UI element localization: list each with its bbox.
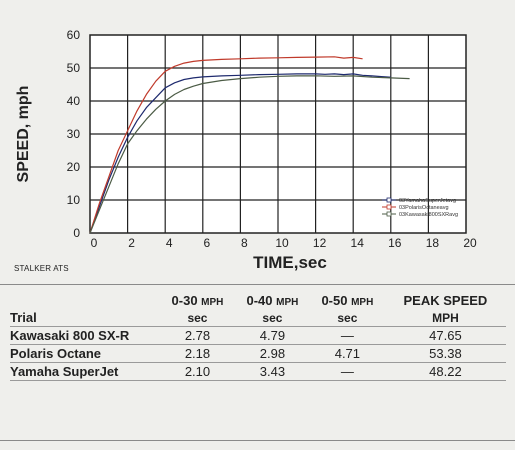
y-tick-label: 30 <box>67 127 81 141</box>
y-tick-label: 0 <box>73 226 80 240</box>
table-header-row: 0-30 MPH 0-40 MPH 0-50 MPH PEAK SPEED <box>10 292 506 309</box>
x-tick-label: 20 <box>463 236 477 250</box>
table-row: Yamaha SuperJet 2.10 3.43 — 48.22 <box>10 362 506 381</box>
x-tick-label: 16 <box>388 236 402 250</box>
series-lines <box>89 56 410 234</box>
y-tick-labels: 0 10 20 30 40 50 60 <box>67 28 81 240</box>
x-tick-label: 4 <box>166 236 173 250</box>
units-cell: sec <box>234 309 310 327</box>
table-row: Polaris Octane 2.18 2.98 4.71 53.38 <box>10 344 506 363</box>
trial-name: Kawasaki 800 SX-R <box>10 326 160 345</box>
units-cell: sec <box>309 309 385 327</box>
legend-marker <box>386 204 392 210</box>
time-0-50: — <box>309 326 385 345</box>
header-cell: PEAK SPEED <box>403 293 488 308</box>
header-cell: 0-50 MPH <box>321 293 374 308</box>
table-row: Kawasaki 800 SX-R 2.78 4.79 — 47.65 <box>10 326 506 345</box>
legend-label: 03Kawasaki800SXRavg <box>399 212 458 218</box>
time-0-50: — <box>309 362 385 381</box>
series-line-2 <box>89 75 410 234</box>
series-line-0 <box>89 73 391 234</box>
x-tick-label: 6 <box>203 236 210 250</box>
trial-name: Yamaha SuperJet <box>10 362 160 381</box>
x-axis-title: TIME,sec <box>253 253 327 272</box>
header-cell: 0-40 MPH <box>246 293 299 308</box>
y-tick-label: 40 <box>67 94 81 108</box>
series-line-1 <box>89 56 363 234</box>
time-0-40: 4.79 <box>234 326 310 345</box>
trial-name: Polaris Octane <box>10 344 160 363</box>
time-0-40: 3.43 <box>234 362 310 381</box>
header-cell: 0-30 MPH <box>171 293 224 308</box>
time-0-30: 2.18 <box>160 344 235 363</box>
peak-speed: 48.22 <box>384 362 506 381</box>
units-cell: sec <box>160 309 235 327</box>
y-tick-label: 20 <box>67 160 81 174</box>
x-tick-label: 14 <box>351 236 365 250</box>
header-cell <box>10 292 160 309</box>
y-axis-title: SPEED, mph <box>15 86 32 183</box>
x-tick-label: 12 <box>313 236 327 250</box>
credit-label: STALKER ATS <box>14 264 69 273</box>
results-table: 0-30 MPH 0-40 MPH 0-50 MPH PEAK SPEED Tr… <box>10 292 506 381</box>
x-tick-label: 8 <box>241 236 248 250</box>
time-0-30: 2.10 <box>160 362 235 381</box>
legend-label: 03YamahaSuperJetavg <box>399 198 456 204</box>
y-tick-label: 60 <box>67 28 81 42</box>
peak-speed: 53.38 <box>384 344 506 363</box>
x-tick-label: 18 <box>426 236 440 250</box>
peak-speed: 47.65 <box>384 326 506 345</box>
legend-marker <box>386 211 392 217</box>
y-tick-label: 50 <box>67 61 81 75</box>
x-tick-label: 2 <box>128 236 135 250</box>
x-tick-labels: 0 2 4 6 8 10 12 14 16 18 20 <box>91 236 477 250</box>
divider-line <box>0 284 515 285</box>
legend-marker <box>386 197 392 203</box>
time-0-30: 2.78 <box>160 326 235 345</box>
units-cell: MPH <box>384 309 506 327</box>
table-units-row: Trial sec sec sec MPH <box>10 309 506 327</box>
time-0-50: 4.71 <box>309 344 385 363</box>
x-tick-label: 10 <box>275 236 289 250</box>
legend: 03YamahaSuperJetavg03PolarisOctaneavg03K… <box>382 197 458 218</box>
time-0-40: 2.98 <box>234 344 310 363</box>
legend-label: 03PolarisOctaneavg <box>399 205 449 211</box>
bottom-divider <box>0 440 515 441</box>
x-tick-label: 0 <box>91 236 98 250</box>
y-tick-label: 10 <box>67 193 81 207</box>
units-cell: Trial <box>10 309 160 327</box>
speed-chart: 0 2 4 6 8 10 12 14 16 18 20 0 10 20 30 40 50 60 TIME,sec… <box>15 28 477 272</box>
